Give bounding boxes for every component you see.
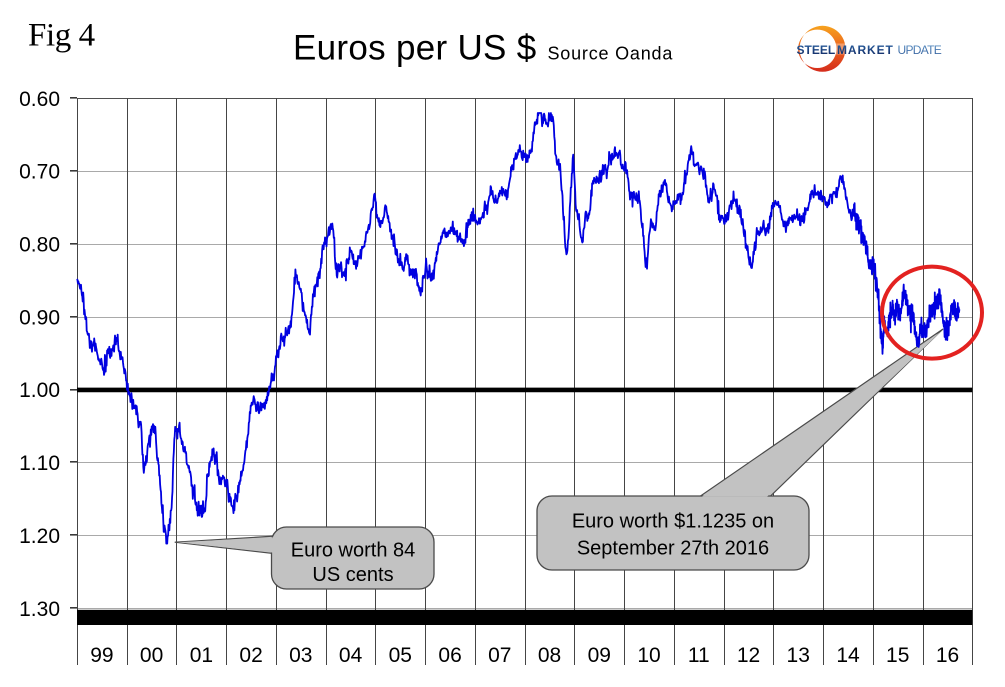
svg-text:13: 13 (787, 644, 810, 667)
svg-text:01: 01 (190, 644, 213, 667)
svg-text:99: 99 (90, 644, 113, 667)
svg-text:STEEL: STEEL (797, 43, 836, 57)
svg-text:0.70: 0.70 (19, 161, 60, 184)
svg-text:09: 09 (588, 644, 611, 667)
svg-text:02: 02 (239, 644, 262, 667)
svg-text:04: 04 (339, 644, 363, 667)
svg-text:Euro worth $1.1235 on: Euro worth $1.1235 on (572, 511, 774, 533)
svg-text:05: 05 (389, 644, 412, 667)
svg-text:UPDATE: UPDATE (898, 43, 942, 57)
svg-text:1.10: 1.10 (19, 452, 60, 475)
svg-text:1.20: 1.20 (19, 525, 60, 548)
svg-text:MARKET: MARKET (837, 43, 894, 57)
svg-text:14: 14 (836, 644, 860, 667)
svg-text:06: 06 (438, 644, 461, 667)
svg-text:03: 03 (289, 644, 312, 667)
svg-text:0.80: 0.80 (19, 234, 60, 257)
svg-text:1.30: 1.30 (19, 598, 60, 621)
svg-text:08: 08 (538, 644, 561, 667)
svg-text:12: 12 (737, 644, 760, 667)
svg-text:1.00: 1.00 (19, 379, 60, 402)
svg-text:Source Oanda: Source Oanda (548, 44, 674, 64)
svg-text:September 27th 2016: September 27th 2016 (577, 537, 769, 559)
svg-text:US cents: US cents (312, 564, 393, 586)
svg-text:11: 11 (688, 644, 710, 667)
svg-text:07: 07 (488, 644, 511, 667)
svg-text:0.90: 0.90 (19, 306, 60, 329)
svg-text:16: 16 (936, 644, 959, 667)
svg-text:Euros per US $: Euros per US $ (293, 29, 536, 68)
svg-text:15: 15 (886, 644, 909, 667)
svg-text:00: 00 (140, 644, 163, 667)
svg-text:0.60: 0.60 (19, 88, 60, 111)
svg-text:Fig 4: Fig 4 (28, 18, 95, 54)
svg-text:10: 10 (637, 644, 660, 667)
svg-text:Euro worth 84: Euro worth 84 (291, 540, 416, 562)
